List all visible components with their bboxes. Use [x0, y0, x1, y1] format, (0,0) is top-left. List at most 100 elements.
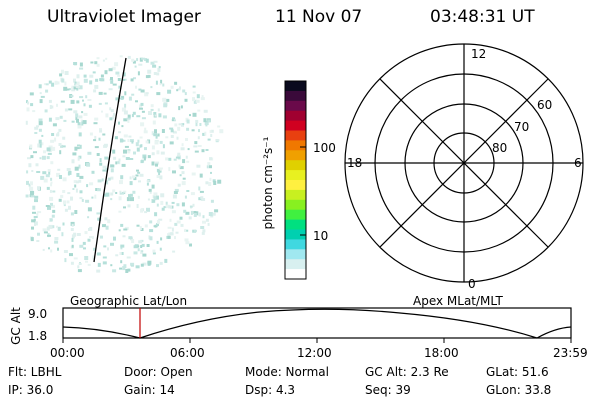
- speckle: [63, 204, 66, 207]
- speckle: [107, 177, 111, 181]
- speckle: [129, 181, 133, 186]
- speckle: [129, 176, 132, 180]
- speckle: [186, 119, 190, 124]
- speckle: [28, 183, 31, 187]
- speckle: [37, 143, 41, 148]
- speckle: [48, 80, 52, 84]
- speckle: [94, 117, 99, 121]
- speckle: [193, 213, 197, 217]
- speckle: [31, 226, 34, 230]
- speckle: [155, 80, 158, 85]
- colorbar-band: [285, 180, 306, 191]
- speckle: [87, 207, 92, 212]
- speckle: [179, 216, 183, 220]
- speckle: [93, 89, 97, 93]
- speckle: [96, 212, 101, 215]
- speckle: [73, 232, 77, 237]
- speckle: [146, 179, 150, 182]
- speckle: [202, 215, 205, 219]
- speckle: [196, 94, 200, 99]
- speckle: [204, 121, 209, 126]
- speckle: [119, 267, 123, 270]
- speckle: [133, 245, 138, 249]
- speckle: [156, 219, 160, 224]
- speckle: [157, 170, 162, 173]
- speckle: [188, 216, 192, 220]
- speckle: [137, 248, 140, 252]
- speckle: [36, 125, 39, 128]
- speckle: [26, 107, 30, 112]
- speckle: [59, 115, 63, 119]
- speckle: [139, 173, 144, 177]
- speckle: [203, 118, 207, 123]
- speckle: [128, 236, 133, 240]
- speckle: [47, 169, 51, 172]
- speckle: [123, 206, 126, 209]
- speckle: [32, 110, 36, 113]
- speckle: [97, 252, 101, 256]
- speckle: [170, 129, 174, 133]
- lat-label-70: 70: [514, 120, 530, 134]
- speckle: [199, 173, 203, 178]
- speckle: [152, 252, 156, 255]
- speckle: [122, 139, 126, 142]
- speckle: [184, 98, 188, 102]
- speckle: [187, 148, 190, 151]
- speckle: [140, 208, 144, 213]
- speckle: [73, 180, 78, 184]
- speckle: [204, 131, 207, 136]
- speckle: [138, 88, 142, 91]
- speckle: [57, 247, 59, 251]
- speckle: [27, 101, 30, 105]
- speckle: [81, 198, 84, 202]
- speckle: [39, 99, 43, 104]
- speckle: [131, 58, 135, 62]
- speckle: [99, 158, 102, 163]
- speckle: [179, 166, 184, 170]
- speckle: [162, 97, 167, 102]
- speckle: [61, 69, 64, 74]
- speckle: [78, 179, 82, 183]
- colorbar-band: [285, 150, 306, 161]
- speckle: [99, 129, 103, 133]
- speckle: [151, 152, 155, 156]
- speckle: [165, 157, 169, 161]
- speckle: [51, 105, 54, 109]
- speckle: [46, 186, 50, 190]
- speckle: [97, 179, 102, 183]
- speckle: [50, 161, 54, 165]
- speckle: [55, 117, 60, 121]
- speckle: [63, 86, 68, 91]
- speckle: [92, 255, 95, 260]
- speckle: [176, 203, 180, 207]
- speckle: [189, 205, 193, 208]
- speckle: [68, 170, 72, 175]
- speckle: [94, 84, 99, 89]
- speckle: [171, 119, 176, 122]
- speckle: [72, 152, 77, 156]
- speckle: [45, 205, 50, 207]
- speckle: [96, 269, 101, 273]
- info-seq: Seq: 39: [365, 383, 411, 397]
- speckle: [102, 133, 106, 136]
- speckle: [131, 114, 134, 118]
- speckle: [122, 235, 126, 238]
- speckle: [91, 236, 94, 240]
- speckle: [43, 178, 48, 183]
- speckle: [104, 217, 108, 221]
- colorbar-band: [285, 90, 306, 102]
- info-glon: GLon: 33.8: [486, 383, 552, 397]
- speckle: [172, 131, 177, 134]
- speckle: [62, 145, 66, 148]
- speckle: [26, 170, 29, 174]
- speckle: [151, 131, 154, 136]
- speckle: [172, 250, 176, 253]
- speckle: [88, 228, 90, 231]
- speckle: [119, 180, 123, 185]
- speckle: [190, 192, 195, 196]
- speckle: [48, 171, 51, 175]
- speckle: [171, 210, 176, 214]
- speckle: [83, 78, 88, 83]
- speckle: [79, 144, 82, 149]
